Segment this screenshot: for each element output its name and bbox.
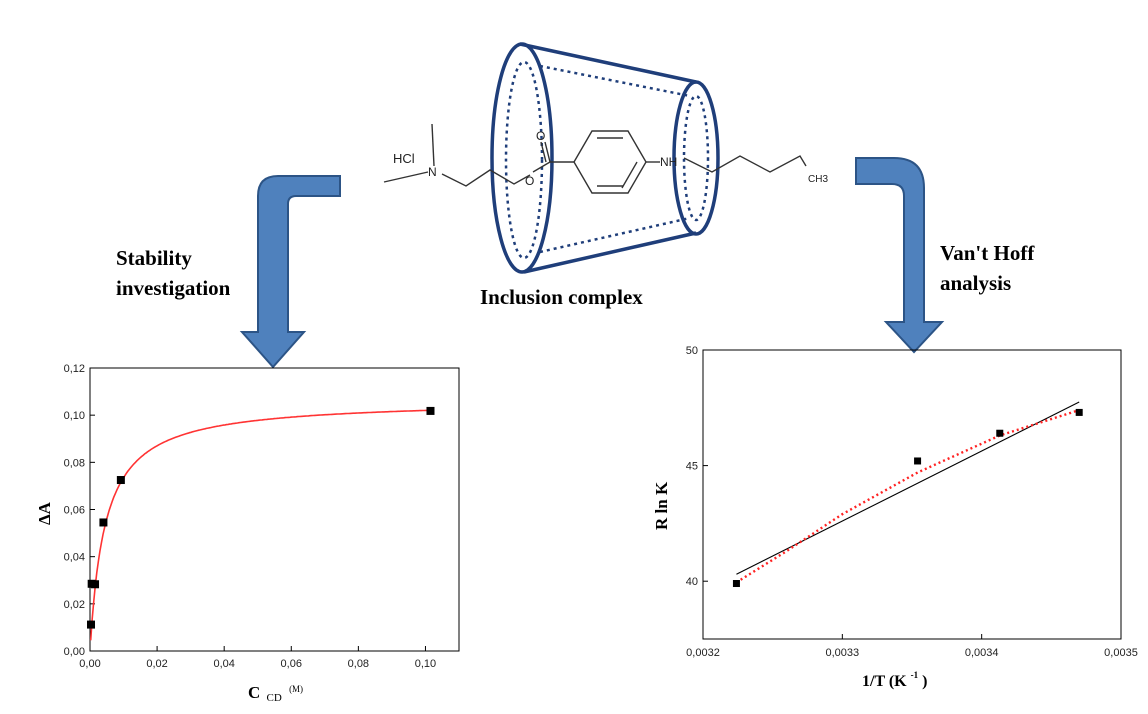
chart1-data-point (116, 476, 125, 485)
cone-bottom-edge (523, 231, 697, 274)
chart2-xlabel-close: ) (922, 673, 927, 690)
chart1-data-point (91, 580, 100, 589)
stability-label: Stability investigation (116, 246, 231, 300)
chart1-xtick-label: 0,10 (415, 658, 436, 670)
chart1-ytick-label: 0,02 (64, 599, 85, 611)
stability-label-line2: investigation (116, 276, 231, 300)
chart2-points (732, 408, 1083, 588)
chart1-xlabel-sub: CD (267, 692, 282, 704)
benzene-ring (573, 130, 647, 194)
cone-top-edge (519, 42, 697, 84)
chart2-frame (702, 349, 1122, 640)
chart1-xtick-label: 0,08 (348, 658, 369, 670)
chart1-xtick-label: 0,06 (281, 658, 302, 670)
chart2-data-point (1075, 408, 1083, 416)
chart2-xtick-label: 0,0032 (686, 647, 720, 659)
cone-wide-rim (490, 42, 554, 274)
chart1-fit-curve (89, 409, 431, 641)
chart2-data-point (996, 429, 1004, 437)
chart2-xtick-label: 0,0033 (826, 647, 860, 659)
ch3-label: CH3 (808, 174, 828, 185)
binding-isotherm-chart: 0,000,020,040,060,080,100,12 0,00 0,02 0,0… (35, 363, 460, 705)
chart1-xtick-label: 0,04 (213, 658, 234, 670)
chart2-data-point (732, 580, 740, 588)
left-curved-arrow (239, 175, 341, 369)
chart2-y-axis: 40 45 50 (686, 345, 708, 588)
chart1-xtick-label: 0,00 (79, 658, 100, 670)
chart1-xlabel-main: C (248, 683, 260, 702)
chart2-ytick-label: 40 (686, 576, 698, 588)
chart1-xlabel-sup: (M) (289, 684, 303, 694)
vanthoff-label: Van't Hoff analysis (940, 241, 1040, 295)
cone-narrow-rim (672, 80, 720, 236)
nh-label: NH (660, 155, 677, 169)
cyclodextrin-cone (490, 42, 720, 274)
cone-narrow-rim-inner (682, 94, 710, 222)
stability-label-line1: Stability (116, 246, 192, 270)
chart1-y-axis: 0,00 0,02 0,04 0,06 0,08 0,10 0,12 (64, 363, 95, 658)
chart2-xlabel-main: 1/T (K (862, 673, 907, 690)
cone-wide-rim-inner (504, 60, 544, 260)
vanthoff-label-line1: Van't Hoff (940, 241, 1035, 265)
chart1-x-axis: 0,00 0,02 0,04 0,06 0,08 0,10 (79, 646, 436, 670)
chart2-ytick-label: 50 (686, 345, 698, 357)
vanthoff-chart: 40 45 50 0,0032 0,0033 0,0034 0,0035 R ln K 1… (652, 345, 1138, 690)
chart2-data-point (914, 457, 922, 465)
cone-bottom-dotted (539, 216, 691, 254)
chart1-xtick-label: 0,02 (146, 658, 167, 670)
chart1-ytick-label: 0,04 (64, 552, 85, 564)
chart1-ytick-label: 0,00 (64, 646, 85, 658)
cone-top-dotted (539, 64, 691, 98)
chart1-points (87, 406, 435, 629)
right-curved-arrow (855, 157, 945, 354)
chart1-xlabel: C CD (M) (248, 683, 303, 705)
vanthoff-label-line2: analysis (940, 271, 1011, 295)
chart2-ylabel: R ln K (652, 481, 671, 530)
chart2-x-axis: 0,0032 0,0033 0,0034 0,0035 (686, 634, 1138, 659)
chart1-ylabel: ΔA (35, 501, 54, 525)
chart1-ytick-label: 0,12 (64, 363, 85, 375)
chart1-data-point (99, 518, 108, 527)
inclusion-complex-label: Inclusion complex (480, 285, 643, 309)
chart2-curve-fit (735, 408, 1080, 584)
ester-oxygen-label: O (525, 174, 534, 188)
chart2-xlabel-sup: -1 (911, 670, 919, 680)
hcl-label: HCl (393, 151, 415, 166)
chart1-ytick-label: 0,08 (64, 457, 85, 469)
carbonyl-oxygen-label: O (536, 129, 545, 143)
guest-molecule (383, 123, 807, 194)
chart2-ytick-label: 45 (686, 461, 698, 473)
chart1-data-point (87, 620, 96, 629)
chart2-linear-fit (736, 401, 1080, 575)
chart1-ytick-label: 0,06 (64, 505, 85, 517)
chart2-xlabel: 1/T (K -1 ) (862, 665, 927, 690)
chart1-data-point (426, 406, 435, 415)
chart2-xtick-label: 0,0034 (965, 647, 999, 659)
nitrogen-label: N (428, 165, 437, 179)
chart2-xtick-label: 0,0035 (1104, 647, 1138, 659)
chart1-ytick-label: 0,10 (64, 410, 85, 422)
